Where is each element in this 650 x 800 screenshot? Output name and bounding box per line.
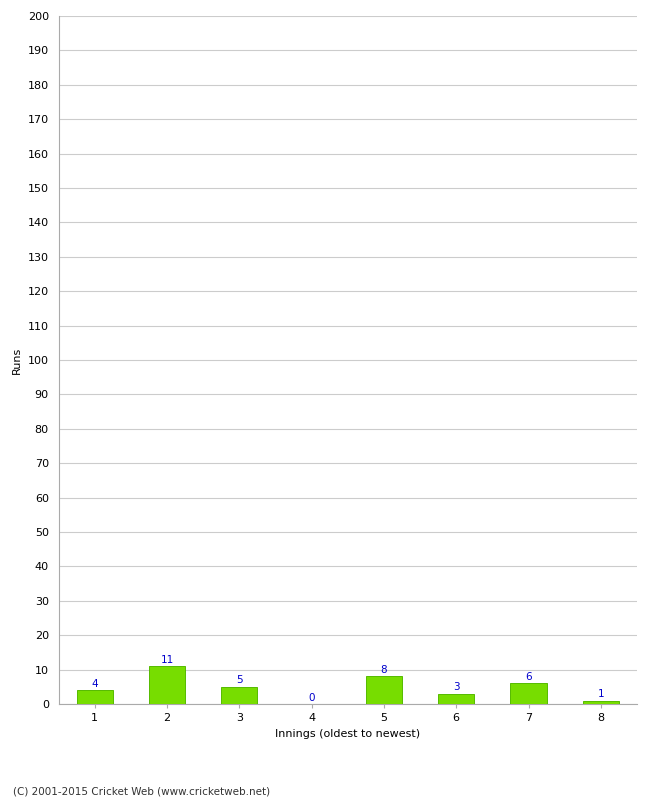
Text: 6: 6 (525, 672, 532, 682)
Text: (C) 2001-2015 Cricket Web (www.cricketweb.net): (C) 2001-2015 Cricket Web (www.cricketwe… (13, 786, 270, 796)
Bar (438, 694, 474, 704)
Bar (77, 690, 112, 704)
Bar (510, 683, 547, 704)
Text: 3: 3 (453, 682, 460, 692)
Y-axis label: Runs: Runs (12, 346, 22, 374)
Text: 5: 5 (236, 675, 242, 686)
Bar (366, 677, 402, 704)
Text: 0: 0 (308, 693, 315, 702)
Text: 4: 4 (92, 679, 98, 689)
Bar (221, 686, 257, 704)
X-axis label: Innings (oldest to newest): Innings (oldest to newest) (275, 729, 421, 738)
Text: 11: 11 (161, 654, 174, 665)
Text: 8: 8 (381, 665, 387, 675)
Bar (149, 666, 185, 704)
Bar (583, 701, 619, 704)
Text: 1: 1 (597, 689, 604, 699)
